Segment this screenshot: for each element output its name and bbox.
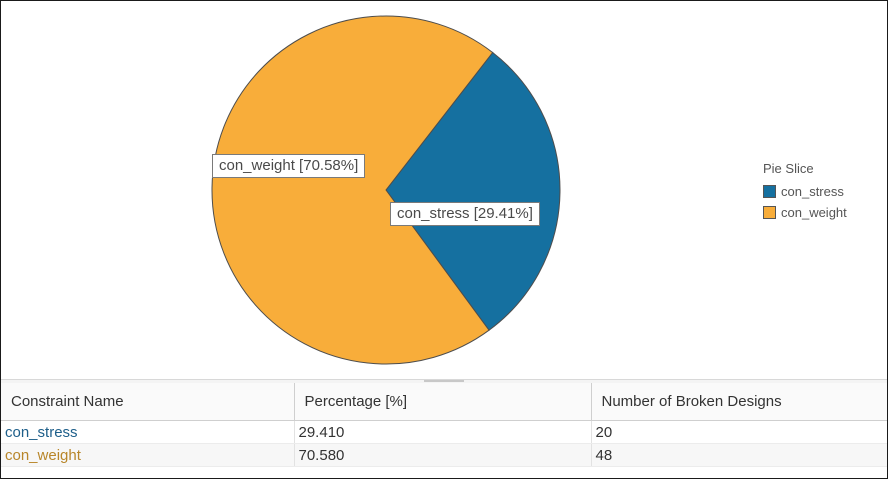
table-row[interactable]: con_stress 29.410 20 <box>1 420 887 444</box>
column-header-constraint-name[interactable]: Constraint Name <box>1 383 295 421</box>
pie-slice-con-stress[interactable] <box>385 51 561 331</box>
legend-item-con-weight[interactable]: con_weight <box>763 202 847 223</box>
legend-swatch-con-stress <box>763 185 776 198</box>
panel-splitter[interactable] <box>1 379 887 384</box>
legend-label-con-weight: con_weight <box>781 205 847 220</box>
column-header-broken-designs[interactable]: Number of Broken Designs <box>591 383 887 421</box>
legend-title: Pie Slice <box>763 161 814 176</box>
legend-item-con-stress[interactable]: con_stress <box>763 181 847 202</box>
cell-broken-designs: 48 <box>591 443 887 467</box>
table-header-row: Constraint Name Percentage [%] Number of… <box>1 383 887 421</box>
legend-swatch-con-weight <box>763 206 776 219</box>
cell-broken-designs: 20 <box>591 420 887 444</box>
legend-label-con-stress: con_stress <box>781 184 844 199</box>
cell-constraint-name: con_weight <box>1 443 295 467</box>
table-row[interactable]: con_weight 70.580 48 <box>1 443 887 467</box>
pie-chart <box>211 15 561 365</box>
legend: Pie Slice con_stress con_weight <box>763 161 847 223</box>
cell-constraint-name: con_stress <box>1 420 295 444</box>
pie-chart-area: con_weight [70.58%] con_stress [29.41%] … <box>1 1 887 379</box>
cell-percentage: 70.580 <box>294 443 592 467</box>
column-header-percentage[interactable]: Percentage [%] <box>294 383 592 421</box>
slice-label-con-stress: con_stress [29.41%] <box>390 202 540 226</box>
constraint-table: Constraint Name Percentage [%] Number of… <box>1 383 887 467</box>
cell-percentage: 29.410 <box>294 420 592 444</box>
pie-slice-con-weight[interactable] <box>211 15 494 365</box>
slice-label-con-weight: con_weight [70.58%] <box>212 154 366 178</box>
splitter-handle[interactable] <box>424 380 464 382</box>
